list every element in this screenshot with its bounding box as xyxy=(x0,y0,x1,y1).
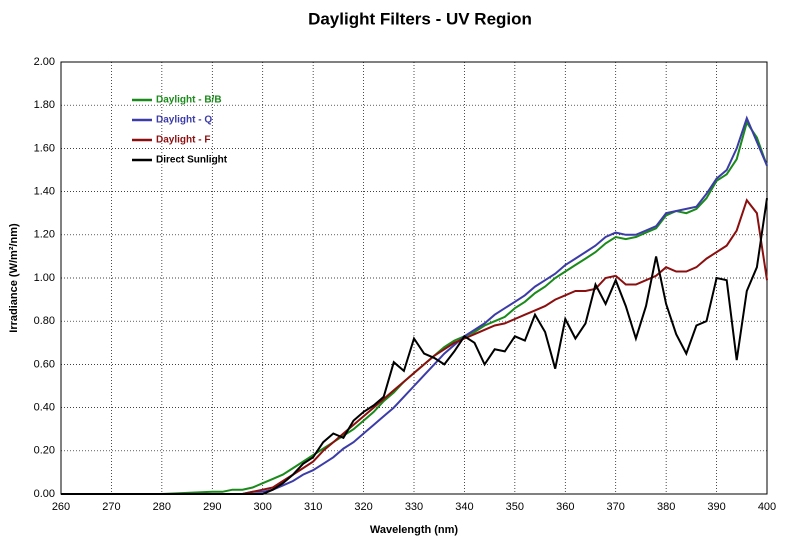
y-tick-label: 1.00 xyxy=(34,272,55,284)
x-tick-label: 290 xyxy=(203,501,221,513)
x-tick-label: 400 xyxy=(758,501,776,513)
x-tick-label: 280 xyxy=(153,501,171,513)
series-line xyxy=(61,197,768,495)
y-tick-label: 2.00 xyxy=(34,56,55,68)
y-tick-label: 0.80 xyxy=(34,315,55,327)
y-tick-label: 0.20 xyxy=(34,445,55,457)
series-line xyxy=(61,115,768,495)
y-tick-label: 0.00 xyxy=(34,488,55,500)
series-line xyxy=(61,198,768,495)
y-tick-label: 1.20 xyxy=(34,229,55,241)
x-tick-label: 270 xyxy=(102,501,120,513)
x-tick-label: 360 xyxy=(556,501,574,513)
x-tick-label: 260 xyxy=(52,501,70,513)
x-axis-label: Wavelength (nm) xyxy=(370,524,459,536)
y-tick-label: 0.60 xyxy=(34,358,55,370)
x-tick-label: 340 xyxy=(455,501,473,513)
legend-label: Daylight - Q xyxy=(156,115,212,126)
x-tick-label: 320 xyxy=(354,501,372,513)
series-line xyxy=(61,120,768,495)
y-axis-label: Irradiance (W/m²/nm) xyxy=(8,223,20,333)
x-tick-label: 390 xyxy=(707,501,725,513)
y-tick-label: 1.80 xyxy=(34,99,55,111)
x-tick-label: 370 xyxy=(607,501,625,513)
x-tick-label: 300 xyxy=(254,501,272,513)
y-tick-label: 1.60 xyxy=(34,142,55,154)
x-tick-label: 350 xyxy=(506,501,524,513)
y-tick-label: 1.40 xyxy=(34,186,55,198)
legend-label: Daylight - F xyxy=(156,135,210,146)
legend-label: Daylight - B/B xyxy=(156,95,222,106)
x-tick-label: 380 xyxy=(657,501,675,513)
chart-title: Daylight Filters - UV Region xyxy=(308,9,532,28)
x-tick-label: 310 xyxy=(304,501,322,513)
legend-label: Direct Sunlight xyxy=(156,155,228,166)
y-tick-label: 0.40 xyxy=(34,402,55,414)
x-tick-label: 330 xyxy=(405,501,423,513)
